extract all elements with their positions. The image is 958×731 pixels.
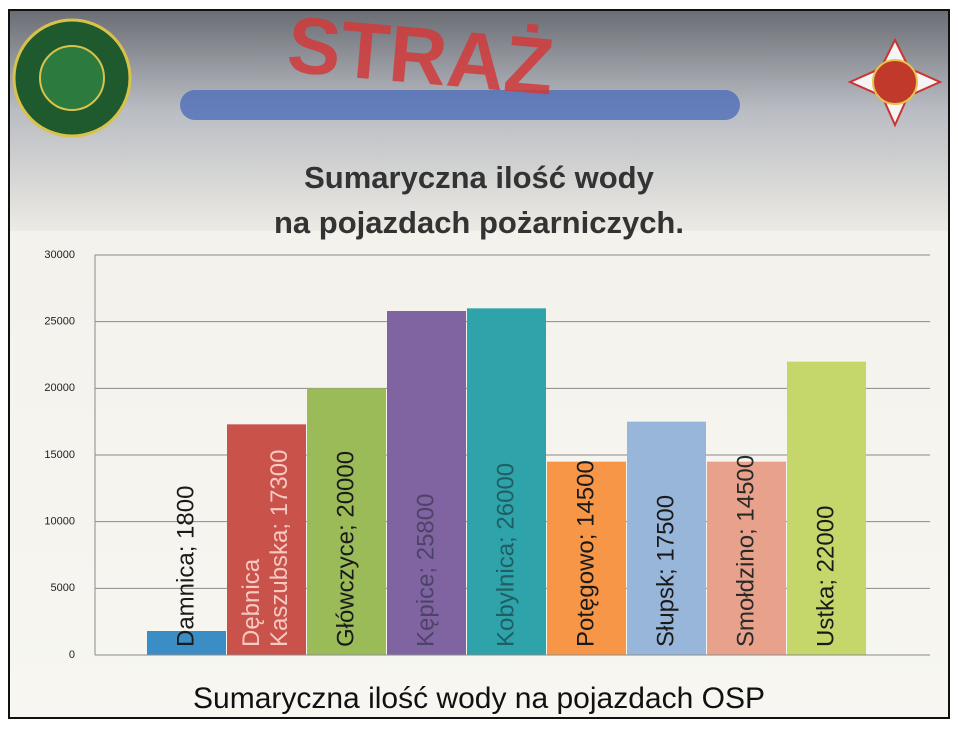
y-tick-label: 20000 <box>44 382 75 394</box>
bar <box>147 631 226 655</box>
y-tick-label: 15000 <box>44 449 75 461</box>
bar <box>627 421 706 655</box>
data-label: Kępice; 25800 <box>412 494 439 647</box>
y-tick-label: 5000 <box>51 582 75 594</box>
caption: Sumaryczna ilość wody na pojazdach OSP <box>193 682 765 715</box>
data-label-line: Dębnica <box>238 552 265 647</box>
bar <box>227 424 306 655</box>
data-label: Główczyce; 20000 <box>332 451 359 647</box>
bar <box>307 388 386 655</box>
data-label-line: Kaszubska; 17300 <box>266 450 293 647</box>
chart-title: Sumaryczna ilość wody <box>304 160 654 195</box>
bar <box>387 311 466 655</box>
data-label: Słupsk; 17500 <box>652 495 679 647</box>
data-label: Ustka; 22000 <box>812 506 839 647</box>
light-bar <box>180 90 740 120</box>
bar <box>707 461 786 655</box>
y-tick-label: 0 <box>69 649 75 661</box>
chart-subtitle: na pojazdach pożarniczych. <box>274 205 684 240</box>
data-label: Dębnica Kaszubska; 17300 <box>238 450 293 647</box>
bar <box>547 461 626 655</box>
data-label: Potęgowo; 14500 <box>572 460 599 647</box>
bar <box>787 361 866 655</box>
banner <box>10 11 948 231</box>
y-tick-label: 25000 <box>44 316 75 328</box>
data-label: Smołdzino; 14500 <box>732 455 759 647</box>
bar <box>467 308 546 655</box>
data-label: Damnica; 1800 <box>172 486 199 647</box>
data-label: Kobylnica; 26000 <box>492 463 519 647</box>
logo-right <box>847 37 943 128</box>
y-tick-label: 30000 <box>44 249 75 261</box>
logo-left <box>12 18 132 138</box>
y-tick-label: 10000 <box>44 516 75 528</box>
